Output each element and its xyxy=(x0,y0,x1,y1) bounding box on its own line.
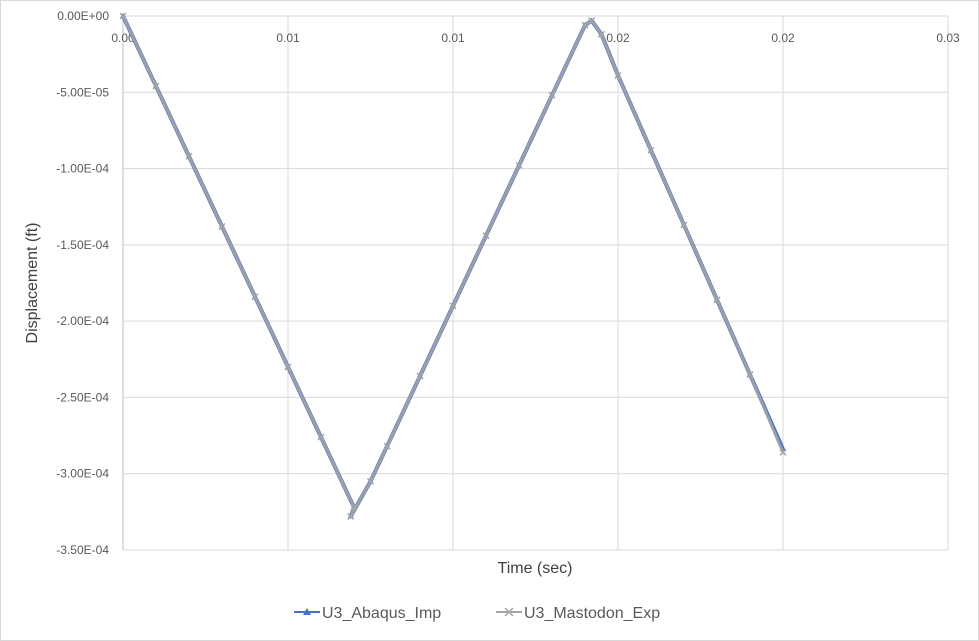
data-point-mastodon xyxy=(251,293,259,301)
series-layer xyxy=(119,12,787,520)
y-axis-title: Displacement (ft) xyxy=(24,223,41,344)
grid xyxy=(122,15,949,551)
data-point-mastodon xyxy=(746,371,754,379)
y-tick-label: -3.50E-04 xyxy=(56,543,109,557)
y-tick-label: -5.00E-05 xyxy=(56,85,109,99)
x-tick-label: 0.02 xyxy=(771,31,795,45)
x-tick-labels: 0.00 0.01 0.01 0.02 0.02 0.03 xyxy=(111,31,960,45)
x-tick-label: 0.00 xyxy=(111,31,135,45)
data-point-mastodon xyxy=(119,12,127,20)
data-point-mastodon xyxy=(185,152,193,160)
x-tick-label: 0.03 xyxy=(936,31,960,45)
y-tick-label: -3.00E-04 xyxy=(56,467,109,481)
data-point-mastodon xyxy=(416,372,424,380)
legend-label-mastodon: U3_Mastodon_Exp xyxy=(524,605,660,622)
data-point-mastodon xyxy=(347,512,355,520)
y-tick-labels: 0.00E+00 -5.00E-05 -1.00E-04 -1.50E-04 -2.00… xyxy=(56,9,109,557)
legend-marker-abaqus xyxy=(303,608,311,615)
data-point-mastodon xyxy=(218,223,226,231)
data-point-mastodon xyxy=(779,448,787,456)
data-point-mastodon xyxy=(581,21,589,29)
data-point-mastodon xyxy=(383,442,391,450)
data-point-mastodon xyxy=(713,296,721,304)
data-point-mastodon xyxy=(350,503,358,511)
data-point-mastodon xyxy=(548,91,556,99)
y-tick-label: 0.00E+00 xyxy=(57,9,109,23)
x-tick-label: 0.01 xyxy=(276,31,300,45)
data-point-mastodon xyxy=(515,161,523,170)
legend-label-abaqus: U3_Abaqus_Imp xyxy=(322,605,441,622)
data-point-mastodon xyxy=(597,30,606,38)
data-point-mastodon xyxy=(482,232,490,240)
y-tick-label: -1.50E-04 xyxy=(56,238,109,252)
data-point-mastodon xyxy=(588,17,596,25)
legend-item-abaqus: U3_Abaqus_Imp xyxy=(294,605,441,622)
y-tick-label: -1.00E-04 xyxy=(56,162,109,176)
x-axis-title: Time (sec) xyxy=(498,560,573,577)
data-point-mastodon xyxy=(152,82,160,90)
y-tick-label: -2.50E-04 xyxy=(56,390,109,404)
x-tick-label: 0.01 xyxy=(441,31,465,45)
y-tick-label: -2.00E-04 xyxy=(56,314,109,328)
data-point-mastodon xyxy=(680,221,688,229)
data-point-mastodon xyxy=(366,477,375,485)
data-point-mastodon xyxy=(647,146,655,154)
x-tick-label: 0.02 xyxy=(606,31,630,45)
data-point-mastodon xyxy=(614,71,622,80)
data-point-mastodon xyxy=(449,302,457,310)
legend: U3_Abaqus_Imp U3_Mastodon_Exp xyxy=(294,605,660,622)
legend-marker-mastodon xyxy=(504,607,514,617)
data-point-mastodon xyxy=(284,363,292,371)
legend-item-mastodon: U3_Mastodon_Exp xyxy=(496,605,660,622)
data-point-mastodon xyxy=(317,433,325,441)
